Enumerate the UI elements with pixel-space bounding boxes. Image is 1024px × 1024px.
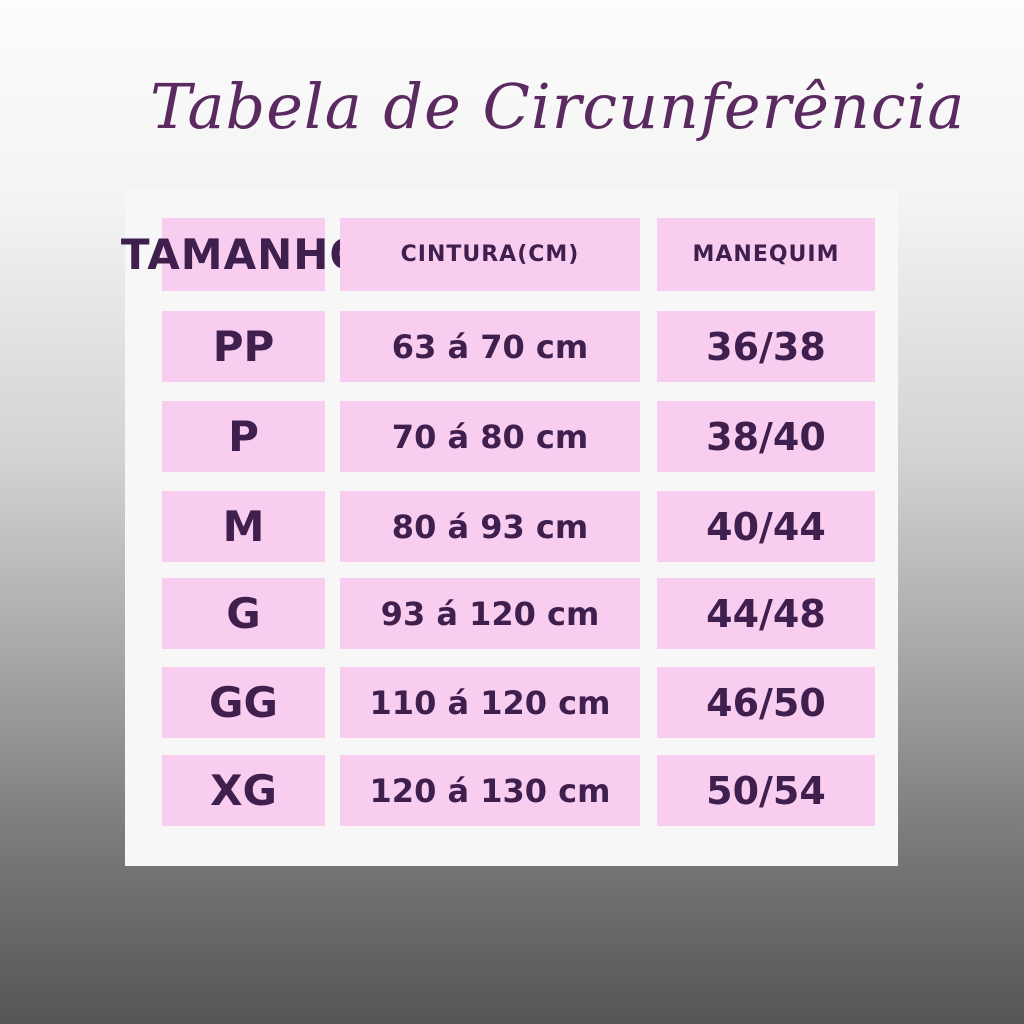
size-cell: P xyxy=(162,401,325,472)
page-title: Tabela de Circunferência xyxy=(150,70,966,143)
header-mannequin: MANEQUIM xyxy=(657,218,875,291)
size-cell: XG xyxy=(162,755,325,826)
size-cell: G xyxy=(162,578,325,649)
waist-cell: 80 á 93 cm xyxy=(340,491,640,562)
mannequin-cell: 38/40 xyxy=(657,401,875,472)
header-waist: CINTURA(CM) xyxy=(340,218,640,291)
waist-cell: 93 á 120 cm xyxy=(340,578,640,649)
header-size: TAMANHO xyxy=(121,218,365,291)
mannequin-cell: 50/54 xyxy=(657,755,875,826)
waist-cell: 110 á 120 cm xyxy=(340,667,640,738)
size-cell: PP xyxy=(162,311,325,382)
waist-cell: 63 á 70 cm xyxy=(340,311,640,382)
mannequin-cell: 46/50 xyxy=(657,667,875,738)
mannequin-cell: 36/38 xyxy=(657,311,875,382)
mannequin-cell: 40/44 xyxy=(657,491,875,562)
size-cell: GG xyxy=(162,667,325,738)
size-cell: M xyxy=(162,491,325,562)
waist-cell: 70 á 80 cm xyxy=(340,401,640,472)
size-table: TAMANHO CINTURA(CM) MANEQUIM PP 63 á 70 c… xyxy=(121,188,898,866)
mannequin-cell: 44/48 xyxy=(657,578,875,649)
waist-cell: 120 á 130 cm xyxy=(340,755,640,826)
